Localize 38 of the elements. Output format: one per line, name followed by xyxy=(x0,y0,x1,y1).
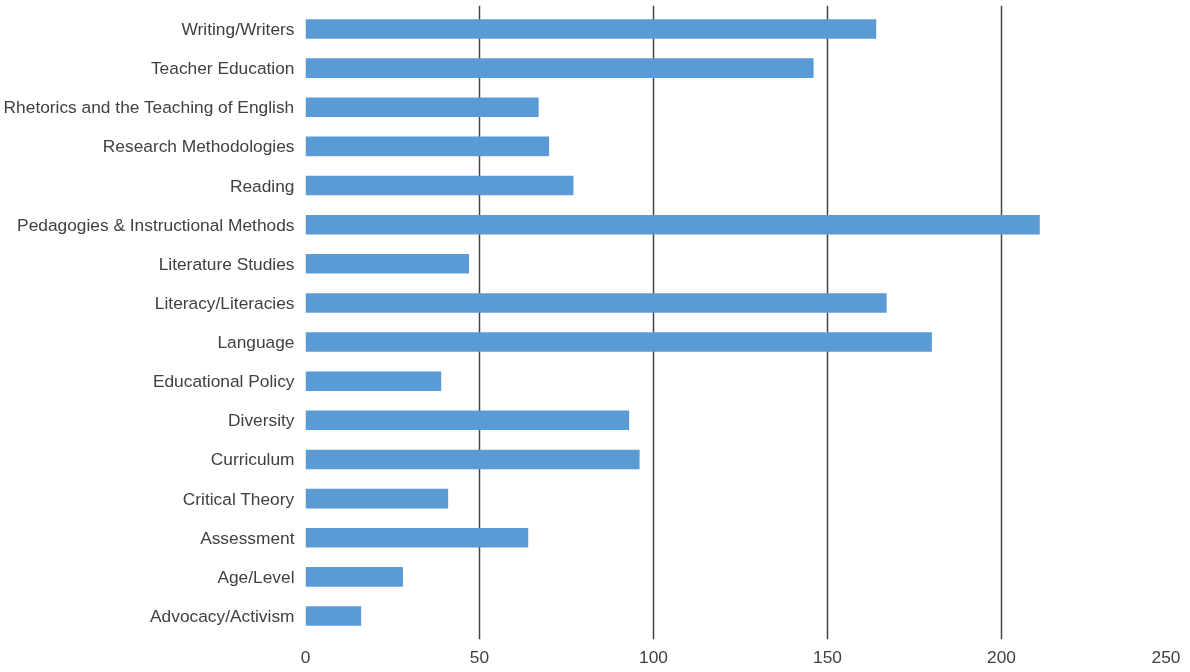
bar xyxy=(305,97,539,118)
bar xyxy=(305,136,550,157)
y-tick-label: Curriculum xyxy=(210,449,295,470)
x-tick-label: 50 xyxy=(469,646,490,667)
bar xyxy=(305,214,1040,235)
bar xyxy=(305,371,442,391)
bar xyxy=(305,254,470,274)
y-tick-label: Reading xyxy=(229,175,295,196)
y-tick-label: Literature Studies xyxy=(158,253,295,274)
x-tick-label: 150 xyxy=(813,646,842,667)
y-tick-label: Educational Policy xyxy=(152,371,295,392)
y-tick-label: Assessment xyxy=(200,527,295,548)
y-tick-label: Critical Theory xyxy=(182,488,295,509)
x-tick-label: 200 xyxy=(987,646,1016,667)
x-tick-label: 250 xyxy=(1151,646,1181,667)
y-tick-label: Advocacy/Activism xyxy=(150,606,295,627)
y-tick-label: Pedagogies & Instructional Methods xyxy=(17,214,295,235)
bar xyxy=(305,175,574,196)
y-tick-label: Teacher Education xyxy=(150,58,295,79)
y-tick-label: Language xyxy=(217,332,295,353)
y-tick-label: Literacy/Literacies xyxy=(154,292,295,313)
bar xyxy=(305,332,932,352)
y-tick-label: Age/Level xyxy=(217,566,295,587)
bar xyxy=(305,527,529,548)
y-tick-label: Rhetorics and the Teaching of English xyxy=(3,97,295,118)
bar xyxy=(305,410,630,431)
bar xyxy=(305,293,887,313)
x-tick-label: 0 xyxy=(300,646,311,667)
y-tick-label: Writing/Writers xyxy=(181,18,295,39)
bar xyxy=(305,488,449,509)
y-tick-label: Research Methodologies xyxy=(102,136,295,157)
bar xyxy=(305,606,362,626)
bar xyxy=(305,449,640,470)
bar xyxy=(305,58,814,78)
y-tick-label: Diversity xyxy=(228,410,295,431)
bar xyxy=(305,19,877,39)
bar xyxy=(305,567,403,587)
x-tick-label: 100 xyxy=(639,646,668,667)
